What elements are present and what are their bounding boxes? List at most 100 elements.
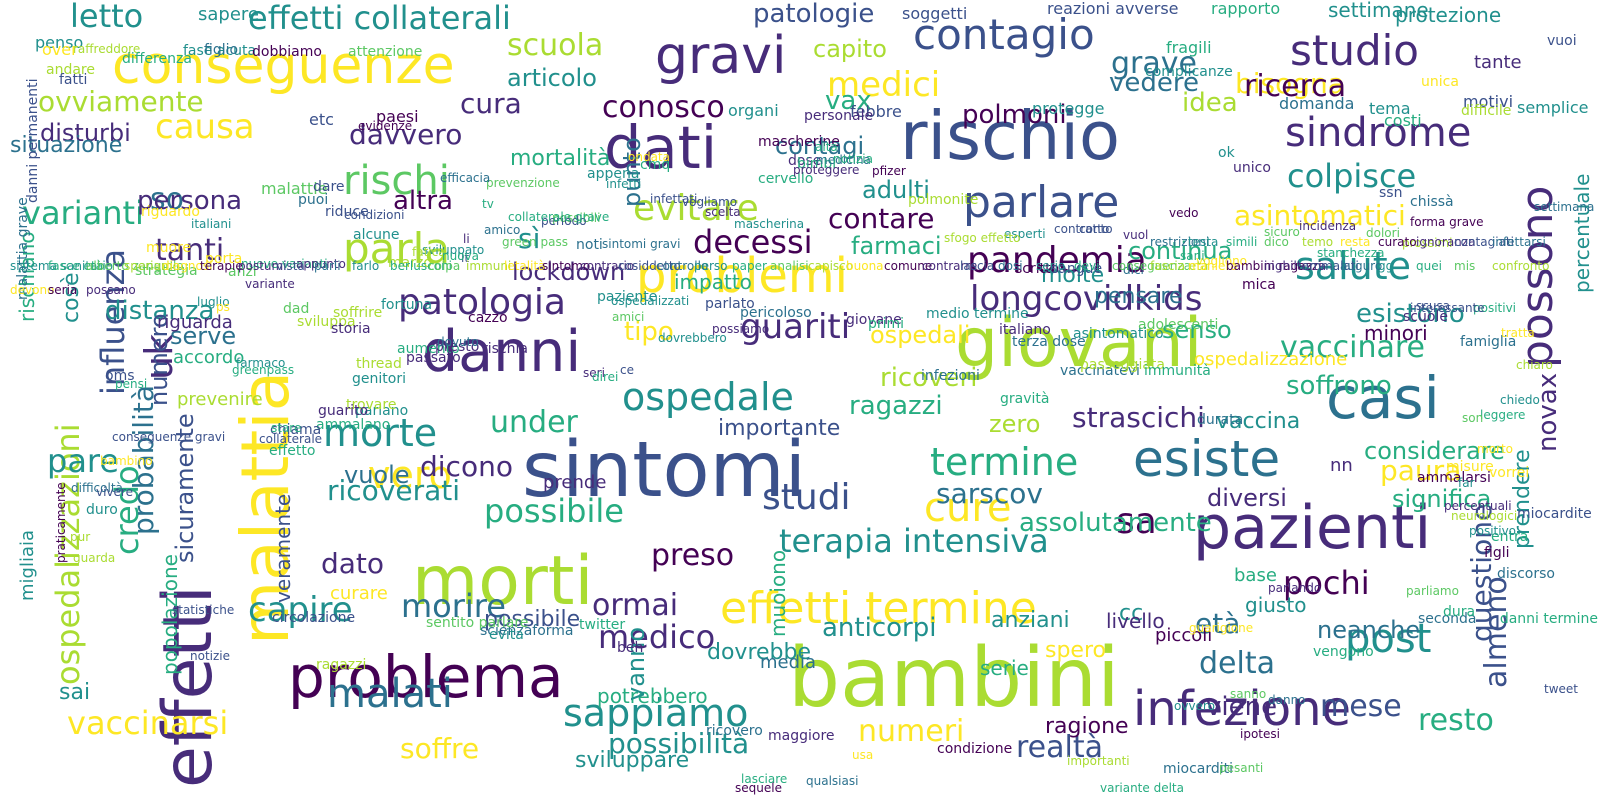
cloud-word: asintomatici [1234,199,1406,232]
cloud-word: aumento [397,341,460,357]
cloud-word: ospedali [870,321,971,349]
cloud-word: over [42,40,78,59]
cloud-word: adolescenti [1138,317,1219,333]
cloud-word: novax [1533,372,1563,452]
cloud-word: neanche [1317,616,1421,644]
cloud-word: infezione [1133,681,1352,737]
cloud-word: polmonite [908,192,979,208]
cloud-word: realtà [1016,730,1103,765]
cloud-word: mese [1320,689,1402,724]
cloud-word: alcune [353,227,400,243]
cloud-word: patologie [753,0,875,29]
cloud-word: genitori [352,371,406,387]
cloud-word: significa [1392,485,1492,513]
cloud-word: vaccinarsi [67,704,229,742]
cloud-word: continua [1128,237,1233,265]
cloud-word: disturbi [40,119,131,147]
cloud-word: muore [146,240,192,256]
cloud-word: studi [762,477,851,518]
cloud-word: scelta [705,205,741,219]
cloud-word: salute [1295,244,1412,288]
cloud-word: miocarditi [1163,761,1234,777]
cloud-word: ospedalizzazione [1194,349,1348,370]
cloud-word: tratta [1501,326,1535,340]
cloud-word: postumi [238,259,287,273]
cloud-word: variante delta [1100,781,1184,795]
cloud-word: base [1234,565,1277,586]
cloud-word: dico [1264,235,1289,249]
cloud-word: sintomi gravi [602,237,681,251]
cloud-word: vanno [622,626,650,701]
cloud-word: pochi [1283,564,1370,602]
cloud-word: amici [612,310,645,324]
cloud-word: protegge [1032,99,1105,118]
cloud-word: pare [47,442,120,480]
cloud-word: sequele [735,781,782,795]
cloud-word: parlato [705,296,755,312]
cloud-word: delta [1199,646,1275,681]
cloud-word: soffrono [1286,371,1392,401]
cloud-word: direi [592,370,619,384]
cloud-word: dovrebbe [707,640,812,665]
cloud-word: son [1462,411,1484,425]
cloud-word: davvero [349,118,463,151]
cloud-word: vaccina [1216,409,1301,434]
cloud-word: serve [170,322,237,350]
cloud-word: temo [1302,235,1334,249]
cloud-word: termine [930,440,1079,484]
cloud-word: variante [245,277,295,291]
cloud-word: giovane [846,312,902,328]
cloud-word: esiste [1133,430,1281,488]
cloud-word: longcovidkids [970,279,1203,319]
cloud-word: rapporto [1211,0,1281,18]
cloud-word: comune [884,259,933,273]
cloud-word: sangue [1051,261,1103,277]
cloud-word: ovvero [1174,699,1215,713]
cloud-word: varianti [22,194,144,232]
cloud-word: livello [1106,609,1165,633]
cloud-word: capire [248,590,353,630]
cloud-word: morti [412,542,594,621]
cloud-word: puoi [298,192,329,208]
cloud-word: italiani [191,217,232,231]
cloud-word: morire [401,587,506,625]
cloud-word: ormai [592,588,679,623]
cloud-word: preso [651,538,735,573]
cloud-word: possibili [552,211,601,225]
cloud-word: usa [852,748,874,762]
cloud-word: condizione [937,741,1013,757]
cloud-word: seria [48,283,78,297]
cloud-word: complicanze [1145,64,1233,80]
cloud-word: semplice [1517,98,1589,117]
cloud-word: soggetti [902,4,968,23]
cloud-word: bisogna [1235,67,1345,100]
cloud-word: praticamente [54,482,68,563]
cloud-word: ondata [628,150,670,164]
cloud-word: sani [1180,249,1205,263]
cloud-word: attenzione [348,44,423,60]
cloud-word: positivi [1473,301,1517,315]
cloud-word: sanno [1230,687,1267,701]
cloud-word: thread [356,356,402,372]
cloud-word: dura [1443,604,1476,620]
cloud-word: sai [59,680,91,705]
cloud-word: figlio [204,42,239,58]
cloud-word: gravi [655,26,787,86]
cloud-word: condizioni [344,208,405,222]
cloud-word: sì [518,222,541,255]
cloud-word: capito [813,35,887,63]
cloud-word: guarda [73,551,116,565]
cloud-word: idea [1182,88,1238,118]
cloud-word: anzi [228,264,257,280]
cloud-word: andare [46,62,95,78]
cloud-word: far [1458,476,1475,490]
cloud-word: danni termine [1499,611,1598,627]
cloud-word: neurologici [1451,509,1518,523]
cloud-word: appunto [296,257,346,271]
cloud-word: paura [1380,454,1462,487]
cloud-word: contrarre [922,259,978,273]
cloud-word: so [150,182,184,217]
cloud-word: green pass [502,235,568,249]
cloud-word: dare [313,179,345,195]
